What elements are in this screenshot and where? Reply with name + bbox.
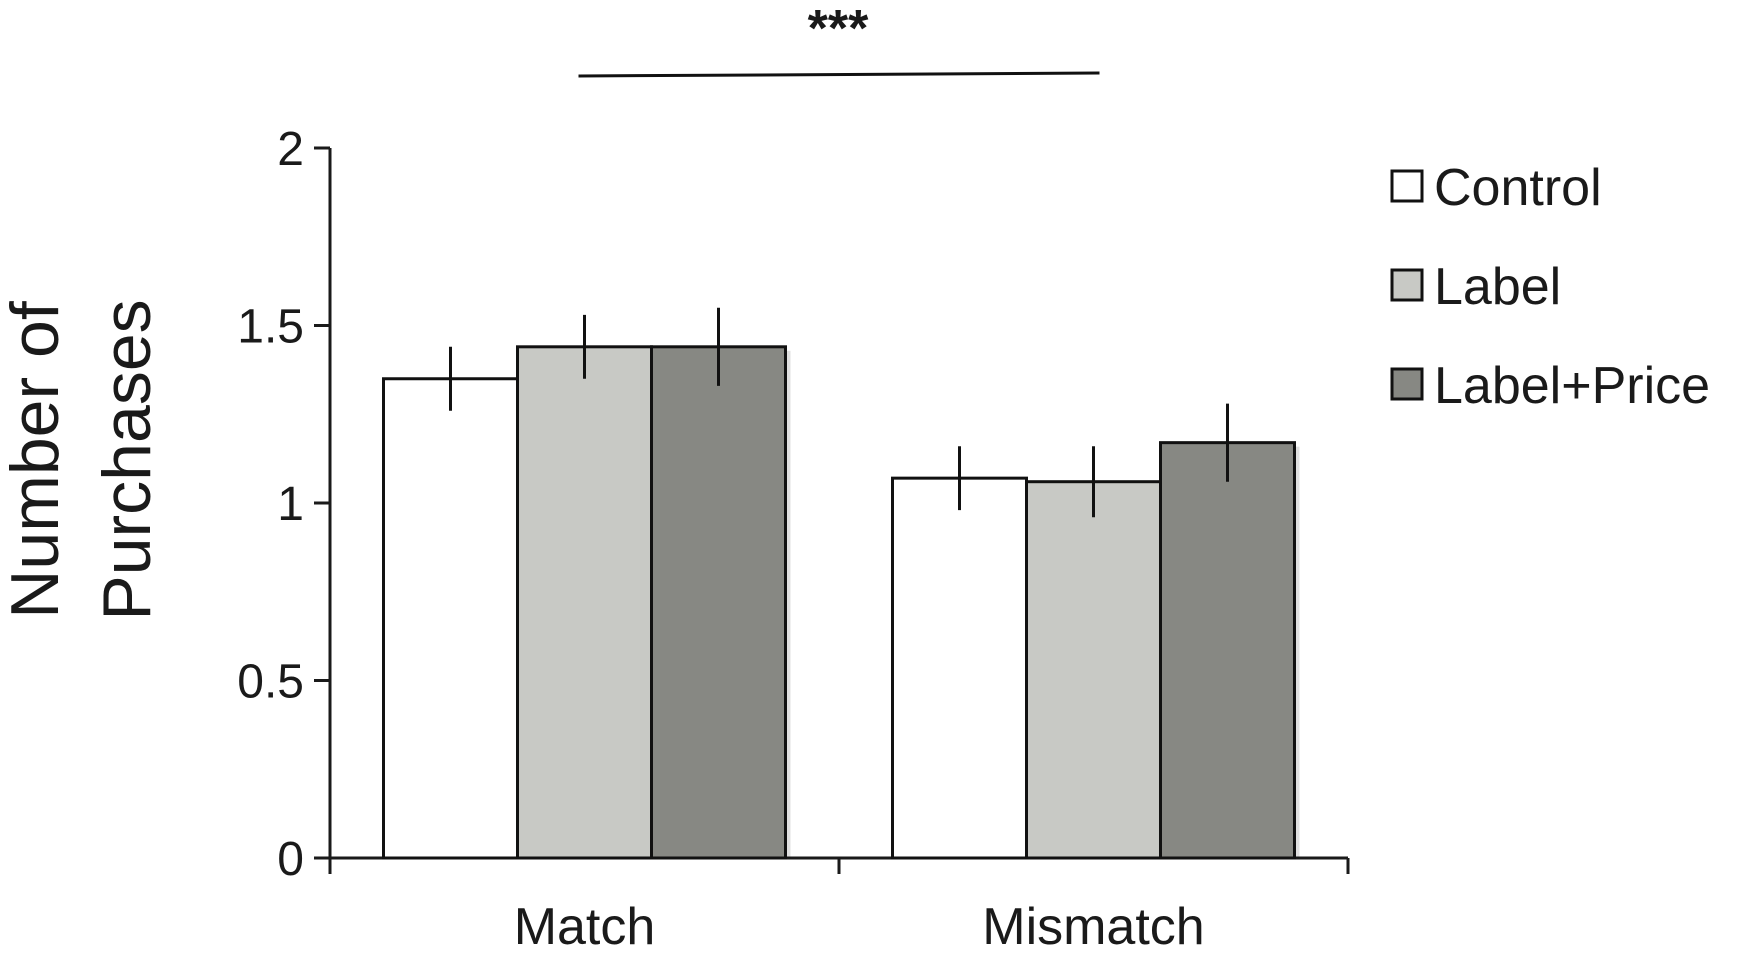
y-tick-label: 1 [277,478,304,531]
bars [382,345,1300,860]
legend-label: Label+Price [1434,357,1710,415]
significance-stars: *** [808,0,869,58]
legend-swatch [1390,268,1424,302]
significance-annotation: *** [578,0,1100,78]
legend-swatch [1390,169,1424,203]
legend: Control Label Label+Price [1390,159,1710,415]
bar-control-match [382,377,519,860]
significance-line [578,71,1100,78]
bar-label-price-mismatch [1159,441,1296,860]
legend-swatch [1390,367,1424,401]
y-tick-label: 0 [277,833,304,886]
legend-label: Label [1434,258,1561,316]
axis-labels: Number of Purchases [0,299,165,620]
bar-label-price-match [650,345,787,860]
y-tick-label: 0.5 [237,656,304,709]
bar-label-mismatch [1025,480,1162,860]
bar-label-match [516,345,653,860]
y-axis-label-line-2: Purchases [89,299,165,620]
error-bars [449,307,1229,518]
y-tick-label: 1.5 [237,301,304,354]
bar-control-mismatch [891,476,1028,860]
y-tick-label: 2 [277,123,304,176]
axes: 0 0.5 1 1.5 2 Match Mismatch [237,123,1350,956]
x-category-label: Mismatch [982,898,1204,956]
y-axis-label-line-1: Number of [0,301,73,619]
x-category-label: Match [514,898,656,956]
legend-label: Control [1434,159,1602,217]
